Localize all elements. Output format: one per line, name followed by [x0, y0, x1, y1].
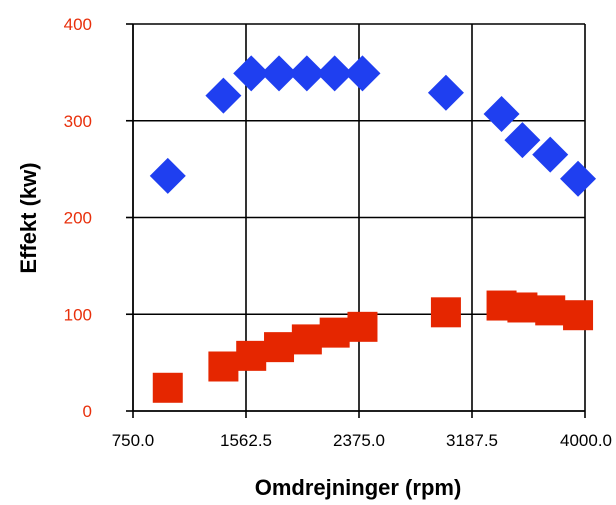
square-point — [430, 297, 461, 328]
grid — [133, 23, 586, 411]
data-marks — [149, 55, 597, 403]
square-point — [152, 372, 183, 403]
x-tick-label: 1562.5 — [220, 431, 272, 450]
square-point — [264, 332, 295, 363]
y-tick-label: 200 — [64, 209, 92, 228]
diamond-point — [483, 95, 520, 132]
x-tick-label: 2375.0 — [333, 431, 385, 450]
square-point — [319, 317, 350, 348]
square-point — [535, 295, 566, 326]
x-tick-label: 4000.0 — [560, 431, 612, 450]
x-tick-label: 3187.5 — [446, 431, 498, 450]
diamond-point — [344, 55, 381, 92]
diamond-point — [205, 77, 242, 114]
square-point — [236, 340, 267, 371]
square-point — [208, 351, 239, 382]
x-tick-labels: 750.0 1562.5 2375.0 3187.5 4000.0 — [112, 431, 612, 450]
diamond-point — [316, 55, 353, 92]
diamond-point — [560, 160, 597, 197]
square-point — [563, 300, 594, 331]
y-tick-label: 400 — [64, 15, 92, 34]
square-point — [347, 311, 378, 342]
square-point — [507, 292, 538, 323]
diamond-point — [504, 122, 541, 159]
axes — [126, 23, 586, 418]
y-axis-title: Effekt (kw) — [16, 162, 41, 273]
y-tick-labels: 0 100 200 300 400 — [64, 15, 92, 421]
x-axis-title: Omdrejninger (rpm) — [255, 475, 462, 500]
diamond-point — [427, 74, 464, 111]
diamond-point — [532, 136, 569, 173]
y-tick-label: 0 — [83, 402, 92, 421]
square-point — [291, 324, 322, 355]
diamond-point — [233, 55, 270, 92]
x-tick-label: 750.0 — [112, 431, 155, 450]
diamond-point — [261, 55, 298, 92]
diamond-point — [149, 157, 186, 194]
diamond-point — [288, 55, 325, 92]
y-tick-label: 100 — [64, 305, 92, 324]
y-tick-label: 300 — [64, 112, 92, 131]
